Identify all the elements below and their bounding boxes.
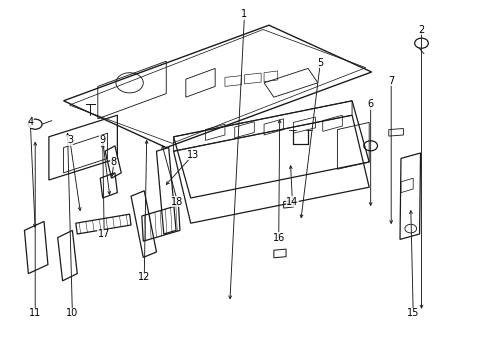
Text: 12: 12 bbox=[138, 272, 150, 282]
Text: 18: 18 bbox=[171, 197, 183, 207]
Text: 4: 4 bbox=[27, 117, 33, 127]
Text: 10: 10 bbox=[66, 308, 79, 318]
Text: 2: 2 bbox=[418, 24, 424, 35]
Text: 5: 5 bbox=[317, 58, 323, 68]
Text: 14: 14 bbox=[285, 197, 298, 207]
Text: 17: 17 bbox=[98, 229, 110, 239]
Text: 9: 9 bbox=[100, 135, 105, 145]
Text: 16: 16 bbox=[272, 233, 285, 243]
Text: 15: 15 bbox=[406, 308, 419, 318]
Text: 11: 11 bbox=[29, 308, 41, 318]
Text: 8: 8 bbox=[111, 157, 117, 167]
Text: 7: 7 bbox=[387, 76, 393, 86]
Text: 1: 1 bbox=[241, 9, 247, 19]
Text: 6: 6 bbox=[367, 99, 373, 109]
Text: 3: 3 bbox=[67, 135, 73, 145]
Text: 13: 13 bbox=[186, 150, 199, 160]
